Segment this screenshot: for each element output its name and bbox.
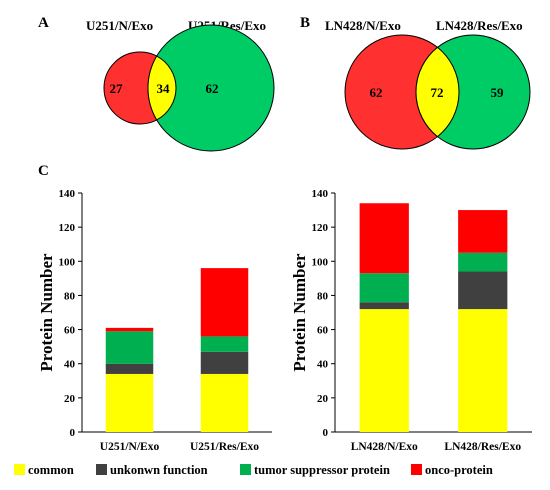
venn-a-set-left-label: U251/N/Exo bbox=[86, 18, 153, 33]
venn-b: LN428/N/Exo LN428/Res/Exo 62 72 59 bbox=[325, 18, 531, 150]
venn-b-only-left-count: 62 bbox=[370, 85, 383, 100]
venn-a: U251/N/Exo U251/Res/Exo 27 34 62 bbox=[86, 18, 275, 152]
venn-b-only-right-count: 59 bbox=[491, 85, 505, 100]
y-axis-label: Protein Number bbox=[37, 253, 56, 372]
legend-swatch-unknown bbox=[96, 464, 107, 475]
y-axis-label: Protein Number bbox=[290, 253, 309, 372]
y-tick-label: 60 bbox=[64, 325, 76, 337]
legend-label-common: common bbox=[28, 463, 74, 477]
bar-segment-common bbox=[359, 309, 409, 432]
y-tick-label: 40 bbox=[317, 359, 329, 371]
bar-segment-unkonwn-function bbox=[359, 302, 409, 310]
legend-label-onco: onco-protein bbox=[425, 463, 493, 477]
bar-segment-onco-protein bbox=[359, 203, 409, 274]
y-tick-label: 40 bbox=[64, 359, 76, 371]
panel-label-c: C bbox=[38, 163, 49, 179]
legend-swatch-tumor_suppressor bbox=[240, 464, 251, 475]
bar-segment-onco-protein bbox=[458, 210, 508, 253]
bar-segment-common bbox=[458, 309, 508, 432]
stacked-bar-chart-u251: 0 20 40 60 80 100 120 140 Protein Number U251/N/E… bbox=[37, 188, 272, 453]
y-tick-label: 140 bbox=[59, 188, 76, 200]
y-tick-label: 100 bbox=[59, 256, 76, 268]
venn-b-set-right-label: LN428/Res/Exo bbox=[436, 18, 523, 33]
legend-label-unknown: unkonwn function bbox=[110, 463, 208, 477]
bar-segment-tumor-suppressor-protein bbox=[359, 273, 409, 303]
bar-segment-onco-protein bbox=[200, 268, 249, 337]
venn-a-overlap-count: 34 bbox=[157, 81, 171, 96]
venn-b-overlap-region bbox=[415, 46, 460, 138]
legend-swatch-common bbox=[14, 464, 25, 475]
panel-label-a: A bbox=[38, 15, 49, 31]
y-tick-label: 120 bbox=[59, 222, 76, 234]
y-tick-label: 120 bbox=[312, 222, 329, 234]
venn-a-only-right-count: 62 bbox=[206, 81, 219, 96]
y-tick-label: 20 bbox=[317, 393, 329, 405]
y-tick-label: 80 bbox=[64, 290, 76, 302]
y-tick-label: 140 bbox=[312, 188, 329, 200]
y-tick-label: 20 bbox=[64, 393, 76, 405]
y-tick-label: 60 bbox=[317, 325, 329, 337]
venn-b-overlap-count: 72 bbox=[431, 85, 444, 100]
x-category-label: U251/Res/Exo bbox=[190, 441, 259, 453]
bar-segment-unkonwn-function bbox=[105, 363, 154, 374]
x-category-label: LN428/N/Exo bbox=[351, 441, 418, 453]
bar-segment-unkonwn-function bbox=[200, 351, 249, 374]
x-category-label: LN428/Res/Exo bbox=[444, 441, 521, 453]
y-tick-label: 80 bbox=[317, 290, 329, 302]
bar-segment-tumor-suppressor-protein bbox=[105, 331, 154, 364]
y-tick-label: 0 bbox=[70, 427, 76, 439]
x-category-label: U251/N/Exo bbox=[100, 441, 160, 453]
bar-segment-unkonwn-function bbox=[458, 271, 508, 310]
bar-segment-common bbox=[200, 373, 249, 432]
legend-swatch-onco bbox=[411, 464, 422, 475]
y-tick-label: 0 bbox=[323, 427, 329, 439]
bar-segment-common bbox=[105, 373, 154, 432]
bar-segment-onco-protein bbox=[105, 327, 154, 332]
venn-a-overlap-region bbox=[147, 55, 177, 121]
venn-a-only-left-count: 27 bbox=[110, 81, 124, 96]
bar-segment-tumor-suppressor-protein bbox=[458, 252, 508, 272]
panel-label-b: B bbox=[300, 15, 310, 31]
y-tick-label: 100 bbox=[312, 256, 329, 268]
legend: common unkonwn function tumor suppressor p… bbox=[14, 463, 493, 477]
venn-b-set-left-label: LN428/N/Exo bbox=[325, 18, 401, 33]
stacked-bar-chart-ln428: 0 20 40 60 80 100 120 140 Protein Number LN428/N/… bbox=[290, 188, 532, 453]
legend-label-tumor_suppressor: tumor suppressor protein bbox=[254, 463, 390, 477]
bar-segment-tumor-suppressor-protein bbox=[200, 336, 249, 352]
